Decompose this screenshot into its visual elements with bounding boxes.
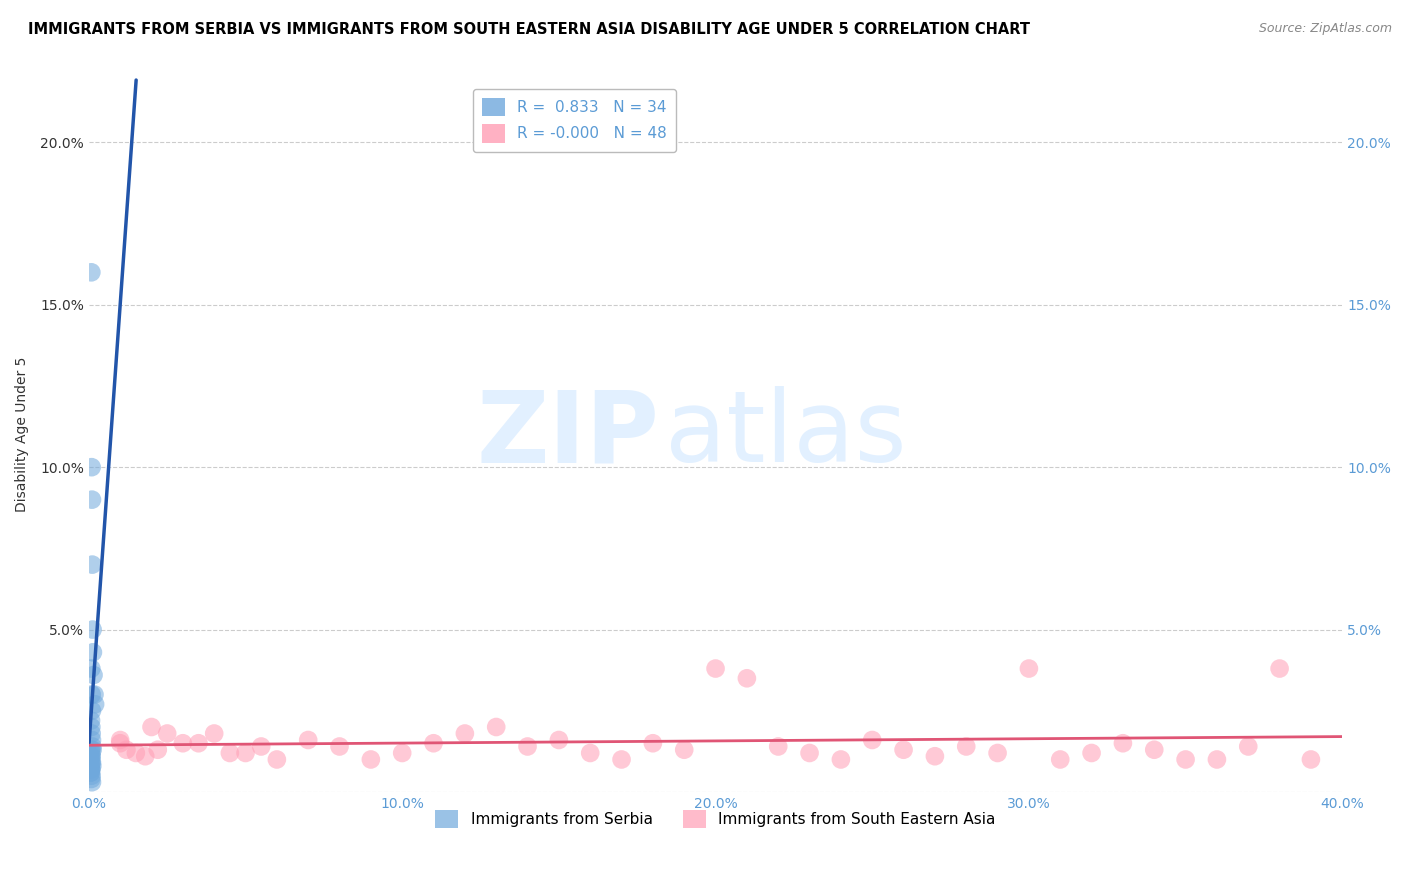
Point	[641, 736, 664, 750]
Point	[1237, 739, 1260, 754]
Point	[82, 759, 104, 773]
Point	[360, 752, 382, 766]
Point	[115, 743, 138, 757]
Text: IMMIGRANTS FROM SERBIA VS IMMIGRANTS FROM SOUTH EASTERN ASIA DISABILITY AGE UNDE: IMMIGRANTS FROM SERBIA VS IMMIGRANTS FRO…	[28, 22, 1031, 37]
Point	[80, 762, 103, 776]
Point	[146, 743, 169, 757]
Point	[1206, 752, 1229, 766]
Point	[860, 733, 883, 747]
Point	[80, 765, 103, 780]
Point	[768, 739, 790, 754]
Text: Source: ZipAtlas.com: Source: ZipAtlas.com	[1258, 22, 1392, 36]
Point	[704, 661, 727, 675]
Point	[83, 668, 105, 682]
Point	[84, 698, 107, 712]
Point	[80, 775, 103, 789]
Point	[82, 739, 104, 754]
Point	[328, 739, 350, 754]
Point	[1174, 752, 1197, 766]
Point	[134, 749, 156, 764]
Point	[80, 720, 103, 734]
Point	[673, 743, 696, 757]
Point	[125, 746, 148, 760]
Point	[80, 762, 103, 776]
Point	[1268, 661, 1291, 675]
Point	[80, 726, 103, 740]
Text: ZIP: ZIP	[477, 386, 659, 483]
Point	[80, 749, 103, 764]
Point	[141, 720, 163, 734]
Legend: Immigrants from Serbia, Immigrants from South Eastern Asia: Immigrants from Serbia, Immigrants from …	[429, 804, 1001, 834]
Point	[202, 726, 225, 740]
Point	[80, 661, 103, 675]
Point	[830, 752, 852, 766]
Point	[579, 746, 602, 760]
Point	[485, 720, 508, 734]
Point	[250, 739, 273, 754]
Point	[80, 765, 103, 780]
Point	[80, 772, 103, 786]
Point	[83, 688, 105, 702]
Point	[82, 558, 104, 572]
Point	[516, 739, 538, 754]
Point	[80, 749, 103, 764]
Point	[547, 733, 569, 747]
Point	[80, 714, 103, 728]
Text: atlas: atlas	[665, 386, 907, 483]
Point	[80, 265, 103, 279]
Point	[391, 746, 413, 760]
Point	[187, 736, 209, 750]
Point	[422, 736, 444, 750]
Point	[80, 743, 103, 757]
Point	[108, 736, 131, 750]
Point	[454, 726, 477, 740]
Point	[82, 623, 104, 637]
Point	[80, 769, 103, 783]
Point	[172, 736, 194, 750]
Point	[82, 743, 104, 757]
Point	[80, 756, 103, 770]
Point	[156, 726, 179, 740]
Point	[80, 688, 103, 702]
Point	[80, 752, 103, 766]
Point	[80, 759, 103, 773]
Point	[235, 746, 257, 760]
Y-axis label: Disability Age Under 5: Disability Age Under 5	[15, 357, 30, 512]
Point	[80, 756, 103, 770]
Point	[1080, 746, 1102, 760]
Point	[80, 733, 103, 747]
Point	[955, 739, 977, 754]
Point	[80, 492, 103, 507]
Point	[1112, 736, 1135, 750]
Point	[924, 749, 946, 764]
Point	[297, 733, 319, 747]
Point	[80, 704, 103, 718]
Point	[1143, 743, 1166, 757]
Point	[735, 671, 758, 685]
Point	[218, 746, 240, 760]
Point	[610, 752, 633, 766]
Point	[893, 743, 915, 757]
Point	[266, 752, 288, 766]
Point	[108, 733, 131, 747]
Point	[80, 746, 103, 760]
Point	[82, 645, 104, 659]
Point	[987, 746, 1010, 760]
Point	[1018, 661, 1040, 675]
Point	[80, 460, 103, 475]
Point	[1299, 752, 1322, 766]
Point	[799, 746, 821, 760]
Point	[1049, 752, 1071, 766]
